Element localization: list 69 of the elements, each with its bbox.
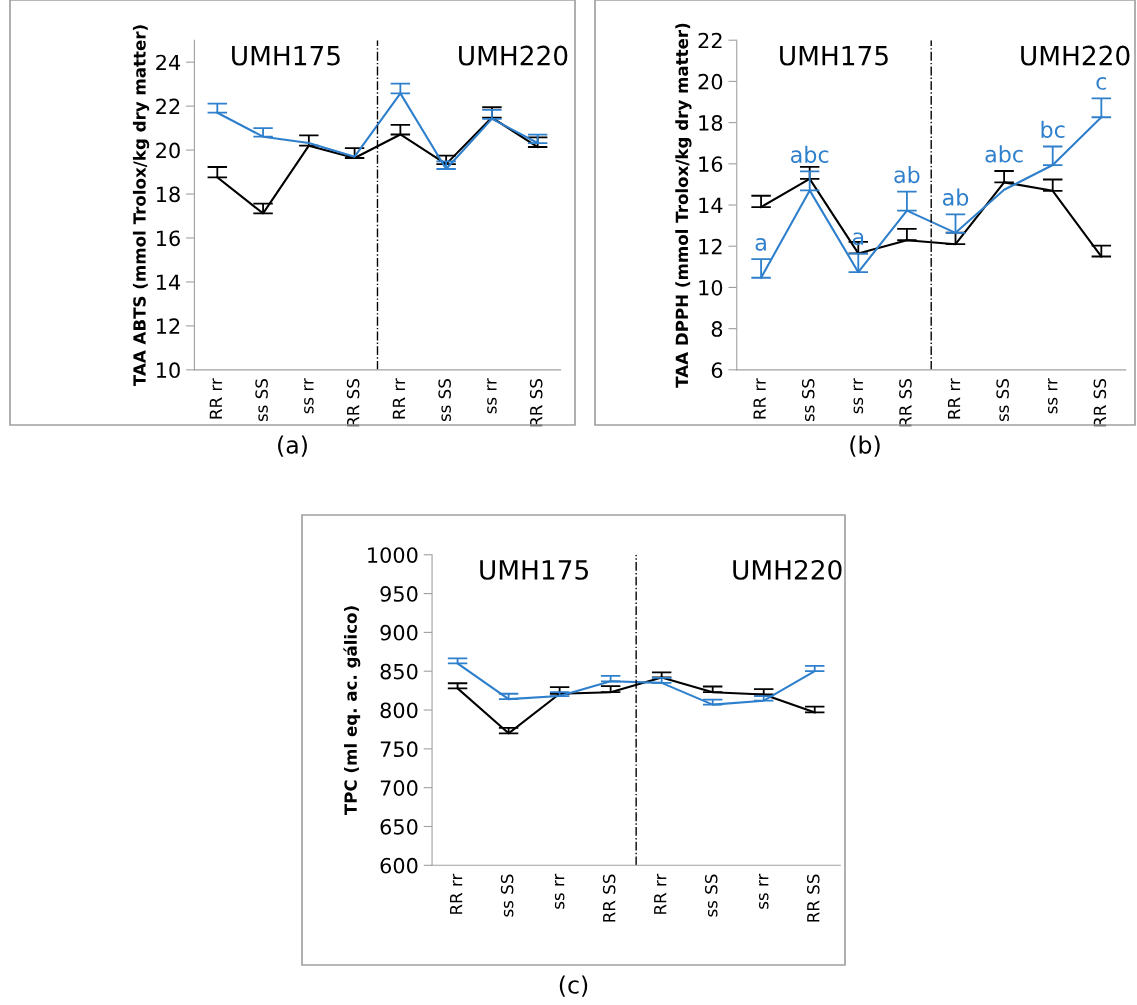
- x-tick-label: ss rr: [487, 378, 497, 414]
- x-tick-label: RR rr: [450, 873, 463, 914]
- y-tick-label: 12: [699, 238, 722, 255]
- x-tick-label: ss SS: [500, 874, 514, 917]
- y-tick-label: 16: [699, 156, 723, 173]
- y-tick-label: 20: [698, 73, 723, 90]
- data-label: abc: [985, 145, 1023, 163]
- y-axis-title: TAA DPPH (mmol Trolox/kg dry matter): [675, 23, 692, 388]
- annotation: UMH175: [780, 45, 888, 66]
- y-tick-label: 10: [699, 279, 723, 296]
- y-tick-label: 950: [380, 586, 418, 602]
- data-label: ab: [942, 188, 969, 206]
- data-label: c: [1096, 77, 1107, 90]
- data-label: ab: [894, 165, 920, 184]
- y-tick-label: 600: [380, 857, 418, 874]
- x-tick-label: RR rr: [392, 378, 405, 419]
- annotation: UMH220: [733, 559, 842, 580]
- x-tick-label: ss SS: [704, 874, 718, 917]
- y-tick-label: 18: [699, 115, 723, 131]
- x-tick-label: ss rr: [304, 378, 314, 414]
- y-tick-label: 20: [156, 142, 180, 159]
- x-tick-label: RR SS: [346, 379, 360, 427]
- x-tick-label: ss SS: [996, 379, 1009, 422]
- x-tick-label: ss rr: [554, 873, 565, 909]
- y-tick-label: 24: [156, 54, 181, 71]
- x-tick-label: RR rr: [753, 378, 766, 419]
- data-label: abc: [791, 145, 829, 163]
- x-tick-label: RR rr: [654, 873, 667, 914]
- data-label: a: [755, 237, 766, 251]
- x-tick-label: RR SS: [602, 874, 616, 922]
- y-tick-label: 22: [698, 32, 722, 49]
- y-tick-label: 16: [157, 230, 180, 247]
- y-tick-label: 1000: [368, 547, 418, 563]
- x-tick-label: ss SS: [438, 379, 451, 422]
- annotation: UMH220: [1021, 45, 1130, 66]
- text: (b): [850, 435, 880, 457]
- y-tick-label: 22: [156, 98, 180, 115]
- y-tick-label: 850: [380, 663, 418, 680]
- y-axis-title: TPC (ml eq. ac. gálico): [343, 606, 361, 816]
- x-tick-label: ss SS: [801, 379, 815, 422]
- x-tick-label: RR SS: [806, 874, 820, 922]
- y-tick-label: 10: [157, 362, 180, 379]
- y-axis-title: TAA ABTS (mmol Trolox/kg dry matter): [132, 25, 150, 387]
- x-tick-label: ss rr: [1047, 378, 1058, 414]
- y-tick-label: 6: [711, 362, 723, 379]
- y-tick-label: 14: [157, 274, 181, 290]
- x-tick-label: RR rr: [209, 378, 222, 419]
- x-tick-label: ss SS: [255, 379, 268, 422]
- annotation: UMH220: [459, 45, 568, 66]
- x-tick-label: RR SS: [1093, 379, 1107, 427]
- annotation: UMH175: [480, 560, 588, 580]
- y-tick-label: 650: [380, 818, 418, 835]
- data-label: bc: [1041, 120, 1065, 139]
- text: (c): [559, 975, 588, 997]
- x-tick-label: RR rr: [947, 378, 961, 419]
- annotation: UMH175: [232, 45, 340, 66]
- y-tick-label: 12: [157, 318, 180, 334]
- y-tick-label: 750: [380, 741, 418, 758]
- text: (a): [278, 435, 307, 457]
- x-tick-label: ss rr: [758, 873, 769, 909]
- x-tick-label: ss rr: [853, 378, 864, 414]
- y-tick-label: 14: [699, 197, 723, 213]
- y-tick-label: 8: [711, 321, 723, 337]
- y-tick-label: 700: [380, 780, 418, 796]
- x-tick-label: RR SS: [899, 379, 912, 427]
- y-tick-label: 900: [380, 624, 418, 641]
- y-tick-label: 800: [380, 702, 418, 719]
- x-tick-label: RR SS: [529, 379, 543, 427]
- y-tick-label: 18: [157, 186, 180, 203]
